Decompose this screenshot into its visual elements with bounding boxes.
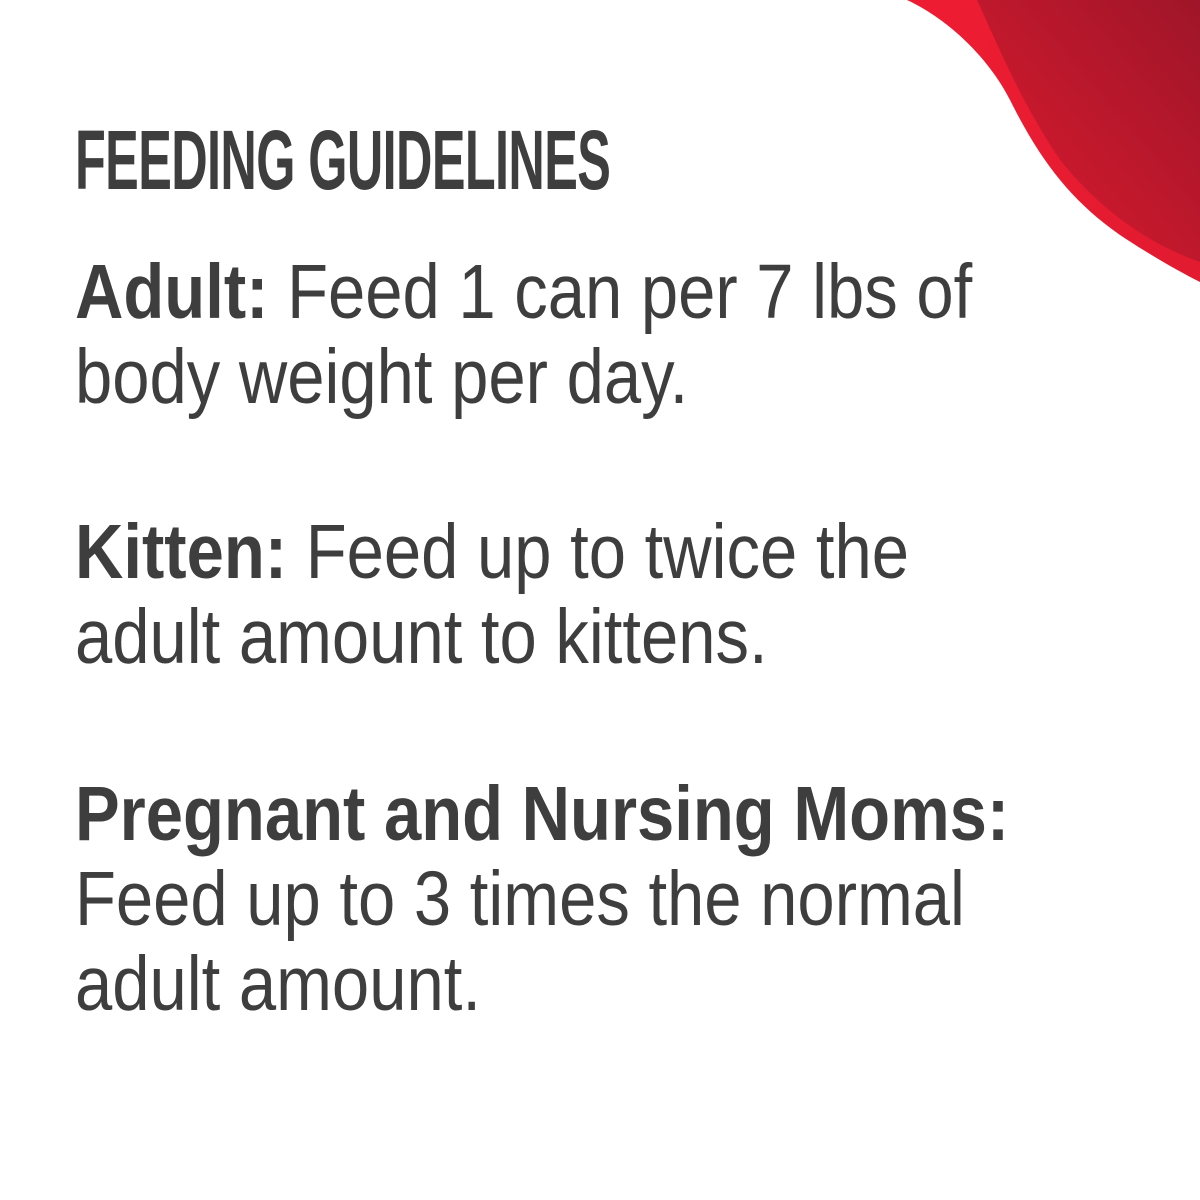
adult-text-line-2: body weight per day. xyxy=(75,334,689,420)
page-title: FEEDING GUIDELINES xyxy=(75,113,611,207)
moms-text-line-2: adult amount. xyxy=(75,941,481,1027)
adult-label: Adult: xyxy=(75,249,269,335)
adult-text-line-1: Feed 1 can per 7 lbs of xyxy=(268,249,973,335)
kitten-text-line-1: Feed up to twice the xyxy=(287,509,909,595)
moms-guideline: Pregnant and Nursing Moms: Feed up to 3 … xyxy=(75,772,1009,1027)
moms-label: Pregnant and Nursing Moms: xyxy=(75,771,1010,857)
moms-text-line-1: Feed up to 3 times the normal xyxy=(75,856,965,942)
kitten-guideline: Kitten: Feed up to twice the adult amoun… xyxy=(75,510,909,680)
kitten-label: Kitten: xyxy=(75,509,288,595)
adult-guideline: Adult: Feed 1 can per 7 lbs of body weig… xyxy=(75,250,972,420)
kitten-text-line-2: adult amount to kittens. xyxy=(75,594,768,680)
